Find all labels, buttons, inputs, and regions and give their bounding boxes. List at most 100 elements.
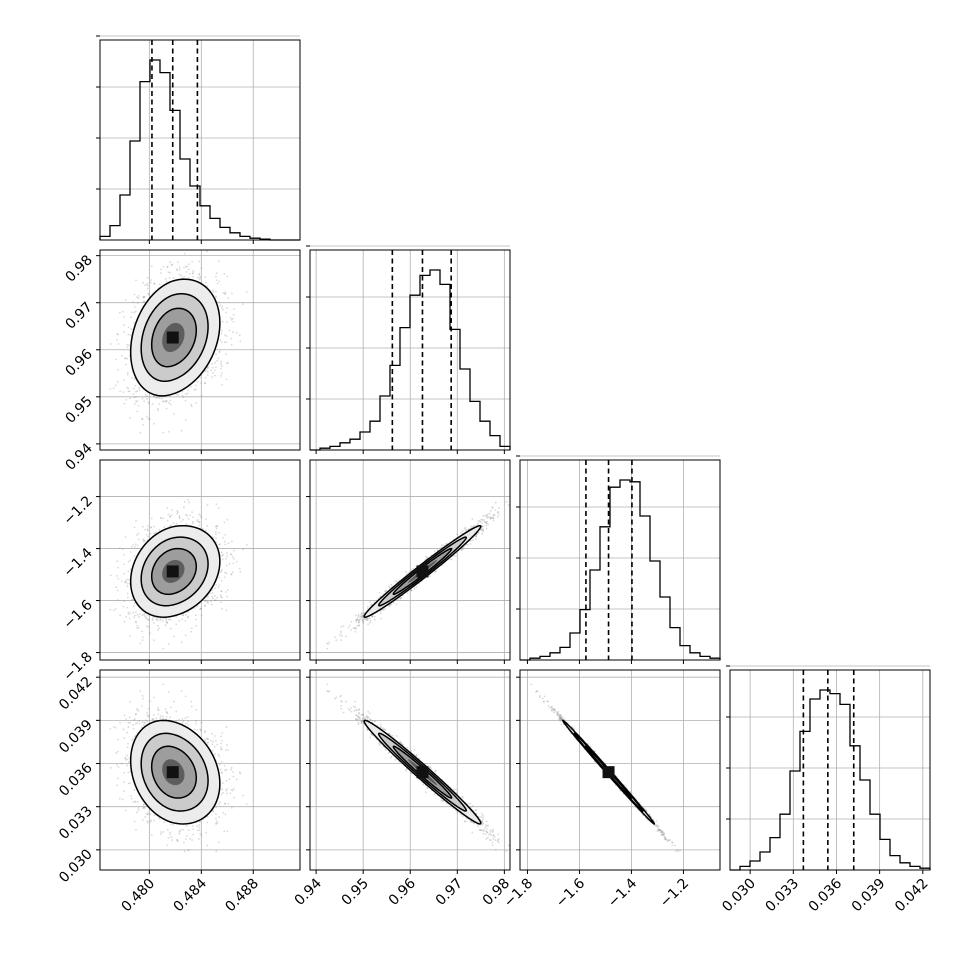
- sample-point: [176, 512, 178, 515]
- sample-point: [216, 596, 219, 599]
- sample-point: [165, 280, 168, 283]
- sample-point: [159, 617, 162, 620]
- sample-point: [214, 361, 216, 364]
- sample-point: [235, 561, 238, 563]
- sample-point: [127, 390, 130, 393]
- sample-point: [157, 624, 159, 627]
- sample-point: [135, 400, 137, 403]
- sample-point: [172, 276, 175, 279]
- sample-point: [187, 611, 189, 613]
- sample-point: [124, 536, 127, 538]
- sample-point: [245, 543, 248, 546]
- sample-point: [198, 524, 200, 527]
- sample-point: [167, 643, 170, 645]
- sample-point: [238, 567, 241, 570]
- sample-point: [184, 619, 187, 622]
- sample-point: [133, 293, 136, 296]
- sample-point: [133, 614, 136, 617]
- sample-point: [205, 369, 208, 372]
- sample-point: [211, 376, 213, 378]
- sample-point: [137, 404, 140, 407]
- sample-point: [142, 281, 144, 284]
- sample-point: [209, 592, 212, 595]
- sample-point: [219, 571, 222, 574]
- sample-point: [227, 297, 230, 300]
- sample-point: [142, 525, 144, 528]
- sample-point: [169, 403, 172, 406]
- sample-point: [123, 316, 126, 318]
- sample-point: [189, 514, 191, 517]
- sample-point: [204, 276, 207, 278]
- sample-point: [217, 260, 220, 263]
- sample-point: [127, 596, 129, 599]
- sample-point: [191, 272, 194, 275]
- sample-point: [180, 429, 183, 432]
- histogram-steps: [310, 269, 511, 451]
- sample-point: [127, 570, 130, 573]
- sample-point: [190, 403, 193, 406]
- sample-point: [181, 394, 184, 397]
- sample-point: [180, 274, 183, 277]
- y-tick-label: 0.96: [62, 346, 95, 379]
- sample-point: [160, 397, 163, 400]
- sample-point: [123, 379, 126, 381]
- sample-point: [126, 582, 129, 585]
- sample-point: [186, 392, 189, 395]
- sample-point: [215, 533, 217, 536]
- sample-point: [132, 611, 135, 614]
- sample-point: [220, 360, 223, 363]
- y-tick-label: 0.94: [62, 440, 95, 473]
- sample-point: [135, 611, 137, 613]
- sample-point: [214, 599, 216, 602]
- sample-point: [198, 273, 201, 276]
- sample-point: [220, 594, 222, 597]
- sample-point: [136, 296, 138, 299]
- sample-point: [119, 614, 122, 617]
- sample-point: [178, 516, 181, 519]
- sample-point: [238, 334, 241, 337]
- sample-point: [167, 271, 170, 274]
- grid-lines: [100, 35, 300, 240]
- sample-point: [196, 605, 198, 608]
- sample-point: [132, 393, 135, 395]
- y-tick-label: 0.97: [62, 299, 95, 332]
- sample-point: [226, 320, 228, 323]
- sample-point: [217, 586, 220, 589]
- sample-point: [109, 574, 112, 577]
- sample-point: [172, 522, 175, 524]
- sample-point: [223, 272, 226, 275]
- sample-point: [185, 614, 187, 616]
- sample-point: [211, 289, 214, 291]
- sample-point: [166, 265, 169, 268]
- sample-point: [142, 538, 145, 541]
- sample-point: [188, 501, 190, 504]
- sample-point: [134, 620, 137, 623]
- sample-point: [178, 515, 181, 517]
- sample-point: [130, 311, 133, 314]
- sample-point: [192, 516, 195, 519]
- sample-point: [232, 313, 235, 316]
- sample-point: [133, 403, 136, 405]
- panel-frame: [99, 39, 301, 241]
- sample-point: [137, 627, 140, 629]
- sample-point: [146, 276, 149, 279]
- sample-point: [183, 275, 186, 278]
- sample-point: [160, 517, 162, 520]
- sample-point: [232, 549, 235, 552]
- sample-point: [160, 272, 162, 274]
- sample-point: [128, 390, 131, 393]
- sample-point: [127, 326, 130, 329]
- contour-line: [150, 307, 198, 368]
- sample-point: [133, 322, 136, 324]
- sample-point: [115, 358, 118, 361]
- sample-point: [160, 516, 162, 519]
- sample-point: [226, 362, 228, 365]
- x-tick-label: 0.036: [806, 875, 846, 915]
- sample-point: [112, 387, 115, 390]
- sample-point: [144, 394, 147, 396]
- sample-point: [226, 595, 228, 598]
- panel-content: [109, 250, 248, 434]
- sample-point: [191, 260, 194, 263]
- sample-point: [132, 301, 135, 303]
- sample-point: [213, 594, 216, 597]
